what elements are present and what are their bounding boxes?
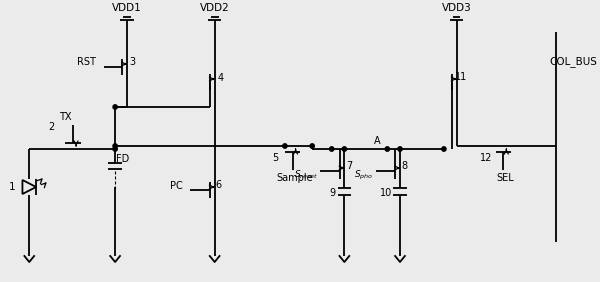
Text: 7: 7 [346, 161, 352, 171]
Text: 12: 12 [479, 153, 492, 163]
Text: 11: 11 [455, 72, 467, 82]
Text: A: A [374, 136, 381, 146]
Circle shape [329, 147, 334, 151]
Text: 5: 5 [272, 153, 278, 163]
Text: VDD3: VDD3 [442, 3, 472, 13]
Circle shape [385, 147, 389, 151]
Text: RST: RST [77, 57, 95, 67]
Circle shape [398, 147, 402, 151]
Text: 9: 9 [329, 188, 336, 198]
Text: 10: 10 [380, 188, 392, 198]
Text: PC: PC [170, 181, 182, 191]
Circle shape [113, 105, 117, 109]
Text: 6: 6 [215, 180, 221, 190]
Text: 4: 4 [217, 73, 224, 83]
Text: VDD1: VDD1 [112, 3, 142, 13]
Text: $S_{pho}$: $S_{pho}$ [355, 168, 374, 182]
Text: VDD2: VDD2 [200, 3, 230, 13]
Text: FD: FD [116, 154, 130, 164]
Text: SEL: SEL [496, 173, 514, 183]
Text: 1: 1 [8, 182, 15, 192]
Circle shape [113, 147, 117, 151]
Circle shape [113, 144, 117, 148]
Circle shape [310, 144, 314, 148]
Circle shape [283, 144, 287, 148]
Text: $S_{reset}$: $S_{reset}$ [294, 169, 318, 181]
Text: 8: 8 [402, 161, 408, 171]
Text: 3: 3 [130, 57, 136, 67]
Text: Sample: Sample [277, 173, 313, 183]
Text: TX: TX [59, 112, 71, 122]
Text: COL_BUS: COL_BUS [550, 57, 598, 67]
Text: 2: 2 [49, 122, 55, 132]
Circle shape [342, 147, 347, 151]
Circle shape [442, 147, 446, 151]
